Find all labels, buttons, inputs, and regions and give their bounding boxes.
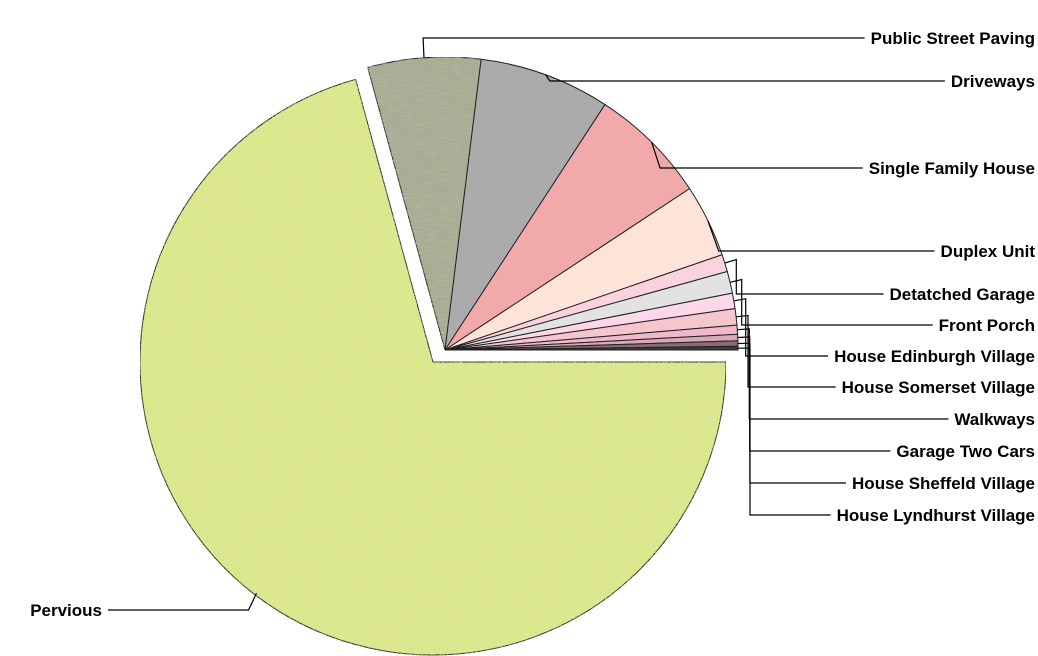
leader-line-driveways	[545, 74, 945, 82]
slice-label-single-family-house: Single Family House	[869, 159, 1035, 178]
pie-slice-public-street-paving	[367, 56, 482, 351]
leader-line-house-lyndhurst-village	[737, 347, 831, 516]
slice-label-duplex-unit: Duplex Unit	[941, 242, 1036, 261]
leader-line-house-sheffeld-village	[737, 342, 846, 484]
leader-line-front-porch	[729, 278, 933, 326]
slice-label-house-edinburgh-village: House Edinburgh Village	[834, 347, 1035, 366]
leader-line-walkways	[737, 328, 949, 420]
pie-slice-house-lyndhurst-village	[444, 345, 739, 351]
slice-label-house-lyndhurst-village: House Lyndhurst Village	[837, 506, 1035, 525]
leader-line-house-somerset-village	[736, 314, 836, 388]
slice-label-front-porch: Front Porch	[939, 316, 1035, 335]
leader-line-public-street-paving	[422, 37, 865, 58]
leader-line-pervious	[108, 593, 258, 611]
slice-label-house-somerset-village: House Somerset Village	[842, 378, 1035, 397]
slice-label-garage-two-cars: Garage Two Cars	[896, 442, 1035, 461]
slice-label-walkways: Walkways	[954, 410, 1035, 429]
leader-line-detatched-garage	[724, 258, 884, 295]
slice-label-public-street-paving: Public Street Paving	[871, 29, 1035, 48]
leader-line-house-edinburgh-village	[733, 298, 829, 357]
slice-label-detatched-garage: Detatched Garage	[890, 285, 1036, 304]
leader-line-duplex-unit	[707, 220, 935, 252]
slice-label-pervious: Pervious	[30, 601, 102, 620]
leader-line-single-family-house	[651, 142, 863, 169]
slice-label-driveways: Driveways	[951, 72, 1035, 91]
slice-label-house-sheffeld-village: House Sheffeld Village	[852, 474, 1035, 493]
